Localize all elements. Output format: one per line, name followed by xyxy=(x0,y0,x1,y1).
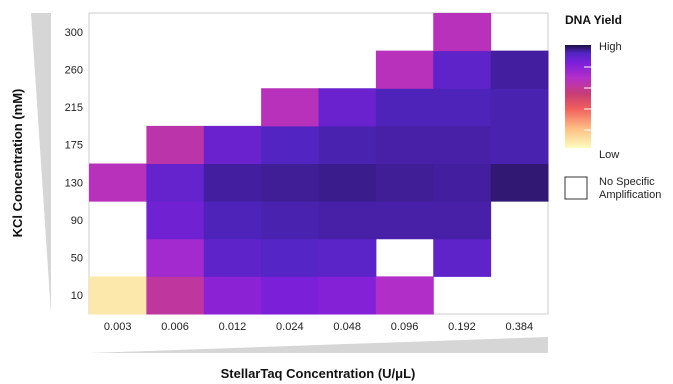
heatmap-cell xyxy=(433,88,492,127)
heatmap-cell xyxy=(490,50,549,89)
y-tick-label: 260 xyxy=(65,64,83,76)
legend-colorbar xyxy=(565,45,591,148)
x-tick-label: 0.024 xyxy=(276,321,304,333)
legend-none-swatch xyxy=(564,176,588,200)
heatmap-cell xyxy=(490,88,549,127)
heatmap-cell xyxy=(375,276,434,315)
heatmap-cell xyxy=(318,125,377,165)
heatmap-cell xyxy=(203,276,262,315)
heatmap-cell xyxy=(203,201,262,240)
y-tick-label: 130 xyxy=(65,177,83,189)
heatmap-cells xyxy=(89,13,549,315)
y-tick-label: 50 xyxy=(71,253,83,265)
heatmap-cell xyxy=(433,125,492,165)
heatmap-cell xyxy=(375,125,434,165)
heatmap-cell xyxy=(375,163,434,202)
heatmap-cell xyxy=(318,163,377,202)
y-tick-labels: 10 50 90 130 175 215 260 300 xyxy=(65,27,83,302)
x-tick-label: 0.003 xyxy=(104,321,132,333)
heatmap-cell xyxy=(261,125,320,165)
x-tick-label: 0.048 xyxy=(333,321,361,333)
heatmap-cell xyxy=(318,276,377,315)
heatmap-cell xyxy=(261,163,320,202)
heatmap-cell xyxy=(261,88,320,127)
x-tick-label: 0.006 xyxy=(161,321,189,333)
heatmap-cell xyxy=(375,88,434,127)
heatmap-cell xyxy=(261,276,320,315)
heatmap-cell xyxy=(433,238,492,277)
x-axis-title: StellarTaq Concentration (U/μL) xyxy=(221,366,416,381)
kcl-gradient-wedge xyxy=(31,13,51,314)
legend-high-label: High xyxy=(599,41,622,53)
legend: DNA Yield High Low No Specific Amplifica… xyxy=(564,13,661,201)
heatmap-cell xyxy=(146,276,205,315)
y-tick-label: 215 xyxy=(65,102,83,114)
y-tick-label: 175 xyxy=(65,140,83,152)
heatmap-cell xyxy=(375,50,434,89)
heatmap-cell xyxy=(375,201,434,240)
heatmap-cell xyxy=(318,201,377,240)
x-tick-label: 0.012 xyxy=(219,321,247,333)
heatmap-cell xyxy=(318,88,377,127)
legend-low-label: Low xyxy=(599,149,619,161)
heatmap-cell xyxy=(490,163,549,202)
heatmap-cell xyxy=(433,163,492,202)
heatmap-cell xyxy=(203,125,262,165)
heatmap-cell xyxy=(146,238,205,277)
heatmap-cell xyxy=(433,13,492,52)
legend-title: DNA Yield xyxy=(565,13,622,27)
heatmap-cell xyxy=(89,163,147,202)
heatmap-cell xyxy=(203,238,262,277)
heatmap-cell xyxy=(433,50,492,89)
y-tick-label: 10 xyxy=(71,290,83,302)
heatmap-cell xyxy=(146,125,205,165)
x-tick-label: 0.384 xyxy=(506,321,534,333)
heatmap-cell xyxy=(318,238,377,277)
x-tick-label: 0.192 xyxy=(448,321,476,333)
heatmap-cell xyxy=(146,201,205,240)
heatmap-cell xyxy=(203,163,262,202)
y-axis-title: KCl Concentration (mM) xyxy=(10,89,25,238)
heatmap-cell xyxy=(261,201,320,240)
x-tick-labels: 0.003 0.006 0.012 0.024 0.048 0.096 0.192 0.384 xyxy=(104,321,533,333)
legend-none-label-1: No Specific xyxy=(599,176,655,188)
heatmap-cell xyxy=(146,163,205,202)
stellartaq-gradient-wedge xyxy=(90,337,548,353)
heatmap-cell xyxy=(89,276,147,315)
x-tick-label: 0.096 xyxy=(391,321,419,333)
heatmap-cell xyxy=(261,238,320,277)
y-tick-label: 90 xyxy=(71,215,83,227)
heatmap-cell xyxy=(490,125,549,165)
y-tick-label: 300 xyxy=(65,27,83,39)
legend-none-label-2: Amplification xyxy=(599,189,661,201)
heatmap-cell xyxy=(433,201,492,240)
